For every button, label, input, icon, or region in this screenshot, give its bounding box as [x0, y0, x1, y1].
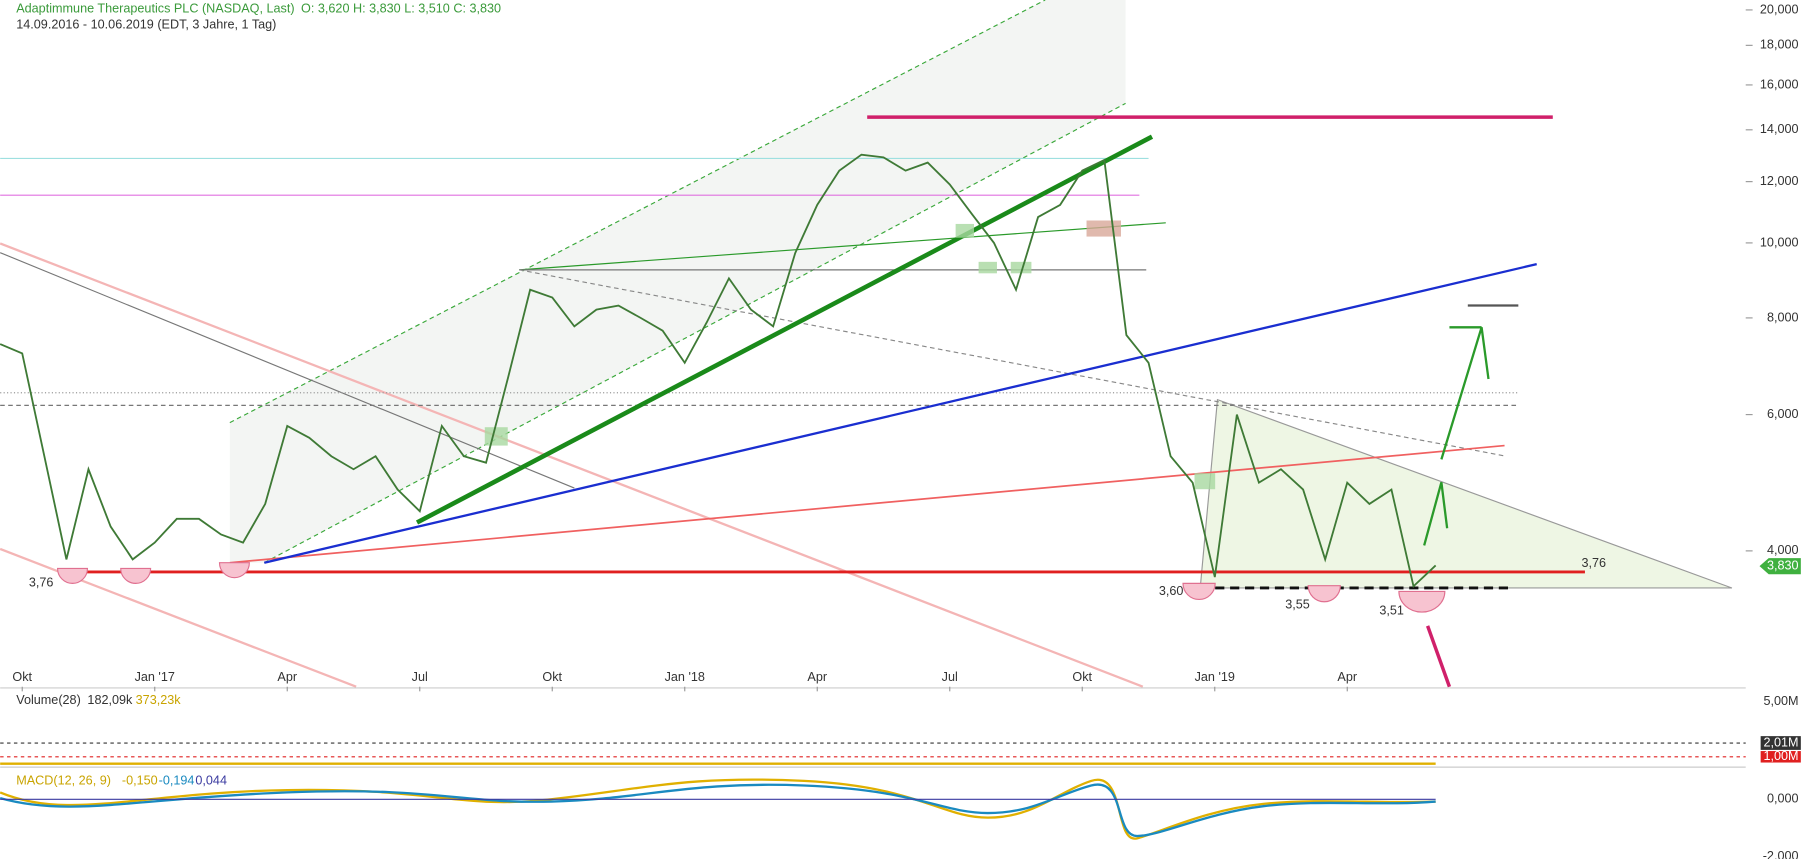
annotation: 3,55	[1285, 598, 1310, 612]
macd-value: -0,150	[122, 773, 158, 787]
y-tick-label: 12,000	[1760, 174, 1799, 188]
x-tick-label: Okt	[12, 670, 32, 684]
ohlc: O: 3,620 H: 3,830 L: 3,510 C: 3,830	[301, 2, 501, 16]
y-tick-label: 18,000	[1760, 38, 1799, 52]
annotation: 3,60	[1159, 584, 1184, 598]
chart-title: Adaptimmune Therapeutics PLC (NASDAQ, La…	[16, 2, 294, 16]
volume-tick: 1,00M	[1763, 749, 1798, 763]
volume-value: 373,23k	[136, 693, 182, 707]
x-tick-label: Jul	[942, 670, 958, 684]
price-line	[0, 153, 1437, 589]
volume-tag	[1760, 736, 1801, 750]
annotation: 3,51	[1379, 603, 1404, 617]
y-tick-label: 14,000	[1760, 122, 1799, 136]
macd-title: MACD(12, 26, 9)	[16, 773, 111, 787]
y-tick-label: 8,000	[1767, 310, 1799, 324]
macd-value: -0,194	[159, 773, 195, 787]
price-tag-label: 3,830	[1767, 559, 1799, 573]
x-tick-label: Jan '17	[135, 670, 175, 684]
macd-line	[0, 778, 1436, 840]
x-tick-label: Okt	[1072, 670, 1092, 684]
x-tick-label: Jan '19	[1195, 670, 1235, 684]
y-tick-label: 20,000	[1760, 2, 1799, 16]
drawings	[0, 0, 1733, 688]
macd-signal	[0, 783, 1436, 838]
annotation: 3,76	[1581, 556, 1606, 570]
macd-tick: -2,000	[1763, 849, 1799, 859]
volume-tick: 5,00M	[1763, 694, 1798, 708]
y-tick-label: 10,000	[1760, 235, 1799, 249]
price-tag	[1759, 558, 1801, 575]
macd-tick: 0,000	[1767, 792, 1799, 806]
x-tick-label: Apr	[1337, 670, 1357, 684]
y-tick-label: 4,000	[1767, 543, 1799, 557]
volume-title: Volume(28)	[16, 693, 81, 707]
y-tick-label: 16,000	[1760, 77, 1799, 91]
x-tick-label: Okt	[542, 670, 562, 684]
x-tick-label: Jul	[412, 670, 428, 684]
x-tick-label: Apr	[277, 670, 297, 684]
x-tick-label: Jan '18	[665, 670, 705, 684]
annotation: 3,76	[29, 576, 54, 590]
volume-tick: 2,01M	[1763, 735, 1798, 749]
y-tick-label: 6,000	[1767, 407, 1799, 421]
volume-tag	[1760, 751, 1801, 763]
subtitle: 14.09.2016 - 10.06.2019 (EDT, 3 Jahre, 1…	[16, 18, 276, 32]
x-tick-label: Apr	[807, 670, 827, 684]
macd-value: 0,044	[195, 773, 227, 787]
volume-value: 182,09k	[87, 693, 133, 707]
